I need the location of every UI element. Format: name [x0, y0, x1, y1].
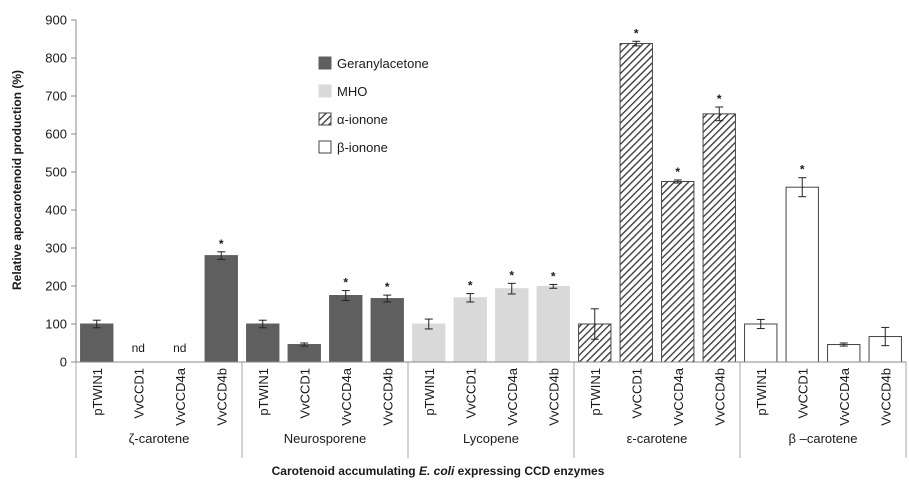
category-label: VvCCD4b [878, 368, 893, 426]
bar [453, 297, 487, 363]
legend-swatch [318, 140, 332, 154]
category-label: VvCCD1 [131, 368, 146, 419]
bar [536, 285, 570, 363]
y-tick-label: 400 [45, 203, 67, 218]
legend-label: β-ionone [337, 140, 388, 155]
bar [785, 186, 819, 363]
category-label: VvCCD1 [463, 368, 478, 419]
x-axis-title: Carotenoid accumulating E. coli expressi… [272, 464, 605, 478]
legend-swatch [318, 84, 332, 98]
bar [287, 344, 321, 363]
group-label: Lycopene [463, 431, 519, 446]
bar-annotation: * [634, 26, 639, 40]
category-label: pTWIN1 [256, 368, 271, 416]
group-label: ζ-carotene [129, 431, 190, 446]
bar [744, 323, 778, 363]
category-label: VvCCD4b [380, 368, 395, 426]
bar [80, 323, 114, 363]
bar-annotation: * [385, 280, 390, 294]
category-label: VvCCD4a [671, 367, 686, 426]
bar-annotation: * [509, 268, 514, 282]
legend-label: Geranylacetone [337, 56, 429, 71]
x-axis: pTWIN1 VvCCD1 VvCCD4a VvCCD4b ζ-carotene pTWI… [75, 361, 907, 458]
bar-annotation: * [717, 92, 722, 106]
bar [246, 323, 280, 363]
legend-swatch [318, 56, 332, 70]
category-label: VvCCD4b [546, 368, 561, 426]
bar-annotation: nd [173, 341, 186, 355]
category-label: VvCCD1 [629, 368, 644, 419]
category-label: VvCCD4a [505, 367, 520, 426]
bar [827, 344, 861, 363]
category-label: VvCCD4a [173, 367, 188, 426]
category-label: pTWIN1 [422, 368, 437, 416]
bar [329, 295, 363, 363]
category-label: VvCCD4a [837, 367, 852, 426]
bar-annotation: * [800, 163, 805, 177]
group-label: Neurosporene [284, 431, 366, 446]
legend-swatch [318, 112, 332, 126]
y-tick-label: 700 [45, 89, 67, 104]
category-label: pTWIN1 [588, 368, 603, 416]
bar-annotation: * [551, 269, 556, 283]
category-label: VvCCD1 [795, 368, 810, 419]
y-axis-title: Relative apocarotenoid production (%) [10, 70, 24, 290]
x-axis-title-part-2: E. coli [419, 464, 455, 478]
category-label: VvCCD4b [214, 368, 229, 426]
bar [702, 113, 736, 363]
y-tick-label: 800 [45, 51, 67, 66]
y-tick-label: 900 [45, 13, 67, 28]
y-tick-label: 300 [45, 241, 67, 256]
bar-annotation: * [343, 276, 348, 290]
bar [495, 288, 529, 363]
bars: nd nd * * * * * * * * * * [80, 26, 902, 363]
y-tick-label: 500 [45, 165, 67, 180]
x-axis-title-part-1: Carotenoid accumulating [272, 464, 419, 478]
bar [370, 298, 404, 363]
bar-annotation: * [468, 279, 473, 293]
legend: Geranylacetone MHO α-ionone β-ionone [318, 56, 429, 155]
group-label: ε-carotene [627, 431, 688, 446]
bar [412, 323, 446, 363]
x-axis-title-part-3: expressing CCD enzymes [454, 464, 604, 478]
y-tick-label: 200 [45, 279, 67, 294]
group-label: β –carotene [789, 431, 858, 446]
category-label: pTWIN1 [754, 368, 769, 416]
category-label: VvCCD4a [339, 367, 354, 426]
y-tick-label: 0 [60, 355, 67, 370]
bar-annotation: * [675, 165, 680, 179]
bar-annotation: * [219, 237, 224, 251]
category-label: VvCCD1 [297, 368, 312, 419]
bar [619, 43, 653, 363]
bar [204, 255, 238, 363]
y-tick-label: 100 [45, 317, 67, 332]
legend-label: MHO [337, 84, 367, 99]
bar-annotation: nd [132, 341, 145, 355]
y-tick-label: 600 [45, 127, 67, 142]
legend-label: α-ionone [337, 112, 388, 127]
bar [661, 181, 695, 363]
category-label: VvCCD4b [712, 368, 727, 426]
category-label: pTWIN1 [90, 368, 105, 416]
y-axis: 0 100 200 300 400 500 600 700 800 900 [45, 13, 77, 370]
